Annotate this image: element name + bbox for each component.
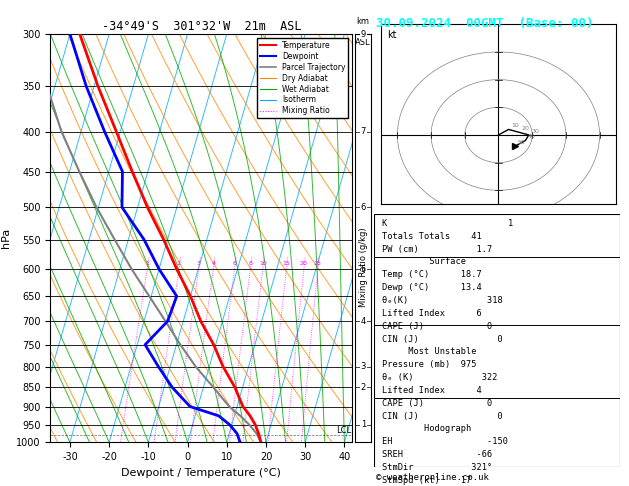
X-axis label: Dewpoint / Temperature (°C): Dewpoint / Temperature (°C) bbox=[121, 468, 281, 478]
Text: 3: 3 bbox=[360, 362, 366, 371]
Text: © weatheronline.co.uk: © weatheronline.co.uk bbox=[376, 473, 489, 482]
Text: 40: 40 bbox=[528, 134, 536, 139]
Text: 25: 25 bbox=[314, 261, 322, 266]
Text: 4: 4 bbox=[211, 261, 215, 266]
Title: -34°49'S  301°32'W  21m  ASL: -34°49'S 301°32'W 21m ASL bbox=[101, 20, 301, 33]
Text: 2: 2 bbox=[360, 382, 366, 392]
Text: 7: 7 bbox=[360, 127, 366, 136]
Text: K                       1
Totals Totals    41
PW (cm)           1.7
         Sur: K 1 Totals Totals 41 PW (cm) 1.7 Sur bbox=[382, 219, 513, 485]
Text: 10: 10 bbox=[259, 261, 267, 266]
Text: LCL: LCL bbox=[336, 426, 351, 435]
Text: 5: 5 bbox=[360, 264, 366, 274]
Text: km: km bbox=[357, 17, 370, 26]
Text: 6: 6 bbox=[233, 261, 237, 266]
Text: 1: 1 bbox=[145, 261, 149, 266]
Text: 3: 3 bbox=[197, 261, 201, 266]
Text: ASL: ASL bbox=[355, 38, 371, 47]
Text: 4: 4 bbox=[360, 317, 366, 326]
Text: kt: kt bbox=[387, 30, 397, 40]
Text: 20: 20 bbox=[300, 261, 308, 266]
Text: 30: 30 bbox=[532, 129, 540, 134]
Text: 10: 10 bbox=[511, 123, 519, 128]
Text: 20: 20 bbox=[521, 126, 529, 131]
Text: 30.09.2024  00GMT  (Base: 00): 30.09.2024 00GMT (Base: 00) bbox=[376, 17, 594, 30]
Text: 2: 2 bbox=[177, 261, 181, 266]
Text: 8: 8 bbox=[248, 261, 252, 266]
Text: 50: 50 bbox=[518, 140, 526, 145]
Text: Mixing Ratio (g/kg): Mixing Ratio (g/kg) bbox=[359, 227, 368, 307]
Text: 6: 6 bbox=[360, 203, 366, 212]
Text: 15: 15 bbox=[282, 261, 291, 266]
Text: 9: 9 bbox=[360, 30, 366, 38]
Text: 1: 1 bbox=[360, 420, 366, 429]
Y-axis label: hPa: hPa bbox=[1, 228, 11, 248]
Legend: Temperature, Dewpoint, Parcel Trajectory, Dry Adiabat, Wet Adiabat, Isotherm, Mi: Temperature, Dewpoint, Parcel Trajectory… bbox=[257, 38, 348, 119]
